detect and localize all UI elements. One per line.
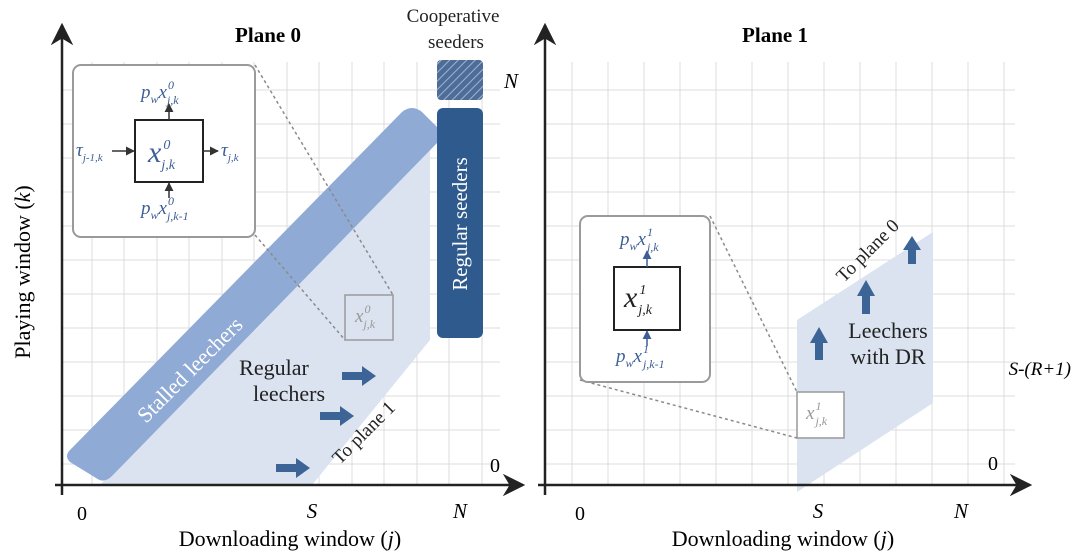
stalled-leechers-band — [67, 108, 441, 481]
plane-1-x-axis-title: Downloading window (j) — [672, 526, 894, 551]
plane-1-x-tick-S: S — [813, 499, 824, 523]
plane-0-y-axis-title: Playing window (k) — [10, 185, 35, 359]
plane-0-panel: Plane 0 Cooperative seeders N 0 Regular … — [10, 6, 526, 551]
inset-state-box-1 — [613, 266, 681, 331]
regular-leechers-label-line2: leechers — [253, 381, 325, 406]
arrow-to-plane-1 — [276, 458, 310, 478]
plane-0-zoom-connectors — [254, 64, 394, 341]
leechers-dr-label-line1: Leechers — [848, 318, 927, 343]
inset-right-label: τj,k — [221, 140, 240, 164]
state-label-plane-1: x1 j,k — [805, 399, 828, 428]
cooperative-label-line2: seeders — [428, 32, 484, 53]
plane-1-panel: Plane 1 To plane 0 Leechers with DR S-(R… — [533, 22, 1071, 551]
plane-1-x-tick-N: N — [953, 499, 969, 523]
plane-1-x-tick-0: 0 — [575, 503, 585, 525]
plane-1-y-tick-0: 0 — [988, 453, 998, 475]
inset-center-label-1: x 1 j,k — [623, 281, 653, 318]
inset-top-label: pwx0 j,k — [139, 78, 179, 107]
inset-arrows — [112, 103, 219, 198]
inset-top-label-1: pwx1 j,k — [618, 225, 659, 254]
x-tick-S: S — [307, 499, 318, 523]
state-label-plane-0: x0 j,k — [354, 302, 376, 331]
state-box-plane-0 — [344, 294, 394, 341]
regular-seeders-label: Regular seeders — [448, 157, 472, 291]
cooperative-seeders-box — [437, 60, 483, 100]
regular-leechers-label-line1: Regular — [239, 355, 309, 380]
inset-bottom-label: pwx0 j,k-1 — [139, 194, 189, 223]
x-tick-N: N — [452, 499, 468, 523]
plane-1-zoom-connectors — [579, 215, 798, 439]
arrow-to-plane-0 — [903, 236, 921, 264]
x-tick-0: 0 — [77, 503, 87, 525]
arrow-to-plane-0 — [810, 327, 828, 360]
cooperative-label-line1: Cooperative — [407, 6, 500, 27]
plane-0-title: Plane 0 — [235, 23, 301, 47]
arrow-to-plane-0 — [857, 280, 875, 314]
y-tick-N: N — [503, 69, 519, 93]
plane-1-title: Plane 1 — [742, 23, 808, 47]
leechers-dr-label-line2: with DR — [850, 344, 926, 369]
inset-state-box — [134, 119, 204, 183]
inset-bottom-label-1: pwx1 j,k-1 — [614, 342, 665, 371]
y-tick-S-R: S-(R+1) — [1009, 359, 1071, 380]
arrow-to-plane-1 — [320, 406, 354, 426]
state-box-plane-1 — [796, 391, 845, 439]
plane-0-x-axis-title: Downloading window (j) — [179, 526, 401, 551]
inset-center-label: x 0 j,k — [147, 136, 176, 173]
inset-left-label: τj-1,k — [76, 140, 104, 164]
y-tick-0: 0 — [490, 455, 500, 477]
regular-seeders-bar — [437, 108, 483, 338]
arrow-to-plane-1 — [342, 366, 376, 386]
